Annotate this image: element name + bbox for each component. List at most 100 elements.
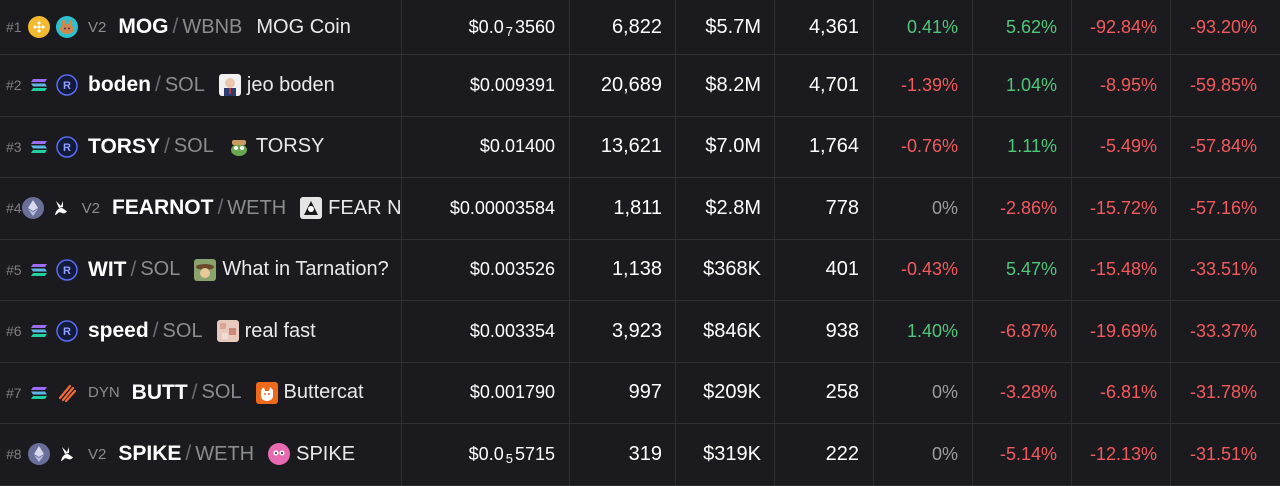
rank-label: #4 [6, 200, 22, 217]
price-prefix: $0.0 [468, 16, 504, 37]
txns-cell: 6,822 [570, 0, 676, 54]
change-1h-cell: -6.87% [973, 301, 1072, 362]
pair-slash: / [185, 442, 192, 466]
dex-version-badge: V2 [81, 199, 100, 217]
table-row[interactable]: #6 R speed / SOL real fast $0.003354 3,9… [0, 301, 1280, 363]
volume-cell: $5.7M [676, 0, 775, 54]
raydium-icon: R [56, 136, 78, 158]
change-6h-cell: -12.13% [1072, 424, 1171, 485]
raydium-icon: R [56, 74, 78, 96]
txns-cell: 997 [570, 362, 676, 423]
change-24h-cell: -57.16% [1189, 197, 1257, 218]
speed-avatar [216, 320, 239, 343]
token-cell[interactable]: #3 R TORSY / SOL TORSY [0, 116, 402, 177]
quote-token-symbol: SOL [201, 381, 242, 404]
txns-cell: 3,923 [570, 301, 676, 362]
makers-cell: 938 [775, 301, 874, 362]
svg-text:R: R [63, 265, 71, 277]
quote-token-symbol: SOL [140, 258, 181, 281]
token-cell[interactable]: #7 DYN BUTT / SOL Buttercat [0, 362, 402, 423]
ethereum-icon [21, 197, 44, 220]
base-token-symbol: FEARNOT [111, 196, 214, 220]
change-5m-cell: 0% [874, 362, 973, 423]
txns-cell: 20,689 [570, 55, 676, 116]
uniswap-icon [56, 443, 78, 465]
bnb-chain-icon [28, 16, 50, 38]
rank-label: #1 [6, 19, 22, 35]
rank-label: #7 [6, 384, 22, 401]
quote-token-symbol: WETH [195, 442, 255, 465]
base-token-symbol: MOG [118, 15, 169, 38]
base-token-symbol: SPIKE [118, 442, 182, 466]
makers-cell: 4,701 [775, 55, 874, 116]
volume-cell: $2.8M [676, 178, 775, 239]
quote-token-symbol: SOL [173, 135, 214, 158]
change-5m-cell: -1.39% [874, 55, 973, 116]
change-1h-cell: -2.86% [973, 178, 1072, 239]
spike-avatar [268, 443, 291, 466]
solana-icon [28, 259, 50, 281]
dex-version-badge: DYN [88, 384, 120, 402]
table-row[interactable]: #3 R TORSY / SOL TORSY $0.01400 13,621 $… [0, 116, 1280, 178]
price-value: $0.00003584 [449, 197, 555, 218]
token-cell[interactable]: #1 V2 MOG / WBNB MOG Coin [0, 0, 402, 54]
price-value: $0.001790 [469, 382, 555, 403]
makers-cell: 401 [775, 239, 874, 300]
change-24h-cell: -57.84% [1189, 136, 1257, 157]
change-6h-cell: -15.48% [1072, 239, 1171, 300]
base-token-symbol: boden [88, 73, 151, 97]
price-value: $0.003526 [469, 259, 555, 280]
change-6h-cell: -15.72% [1072, 178, 1171, 239]
change-24h-cell: -33.51% [1189, 259, 1257, 280]
change-5m-cell: 0% [874, 424, 973, 485]
price-cell: $0.003354 [402, 301, 570, 362]
change-1h-cell: -5.14% [973, 424, 1072, 485]
change-24h-cell: -93.20% [1189, 16, 1257, 37]
base-token-symbol: BUTT [131, 380, 188, 404]
solana-icon [28, 382, 50, 404]
makers-cell: 4,361 [775, 0, 874, 54]
ethereum-icon [28, 443, 50, 466]
change-5m-cell: 0% [874, 178, 973, 239]
makers-cell: 222 [775, 424, 874, 485]
torsy-avatar [227, 135, 250, 158]
price-prefix: $0.0 [468, 443, 504, 464]
pair-slash: / [163, 134, 170, 158]
raydium-icon: R [56, 259, 78, 281]
price-cell: $0.003526 [402, 239, 570, 300]
table-row[interactable]: #7 DYN BUTT / SOL Buttercat $0.001790 99… [0, 362, 1280, 424]
price-cell: $0.001790 [402, 362, 570, 423]
change-24h-cell: -33.37% [1189, 320, 1257, 341]
svg-text:R: R [63, 326, 71, 338]
meteora-icon [56, 382, 78, 404]
dex-version-badge: V2 [88, 445, 107, 463]
token-cell[interactable]: #6 R speed / SOL real fast [0, 301, 402, 362]
volume-cell: $8.2M [676, 55, 775, 116]
token-cell[interactable]: #2 R boden / SOL jeo boden [0, 55, 402, 116]
volume-cell: $368K [676, 239, 775, 300]
change-1h-cell: 1.04% [973, 55, 1072, 116]
token-cell[interactable]: #5 R WIT / SOL What in Tarnation? [0, 239, 402, 300]
txns-cell: 1,811 [570, 178, 676, 239]
fearnot-avatar [300, 197, 323, 220]
table-row[interactable]: #5 R WIT / SOL What in Tarnation? $0.003… [0, 239, 1280, 301]
svg-text:R: R [63, 142, 71, 154]
solana-icon [28, 74, 50, 96]
rank-label: #6 [6, 323, 22, 340]
wit-avatar [194, 258, 217, 281]
buttercat-avatar [255, 381, 278, 404]
change-1h-cell: -3.28% [973, 362, 1072, 423]
change-5m-cell: -0.76% [874, 116, 973, 177]
table-row[interactable]: #4 V2 FEARNOT / WETH FEAR N $0.00003584 … [0, 178, 1280, 240]
token-cell[interactable]: #4 V2 FEARNOT / WETH FEAR N [0, 178, 402, 239]
table-row[interactable]: #1 V2 MOG / WBNB MOG Coin $0.0 7 3560 6,82… [0, 0, 1280, 55]
table-row[interactable]: #2 R boden / SOL jeo boden $0.009391 20,… [0, 55, 1280, 117]
price-cell: $0.01400 [402, 116, 570, 177]
price-value: $0.01400 [479, 136, 555, 157]
token-cell[interactable]: #8 V2 SPIKE / WETH SPIKE [0, 424, 402, 485]
table-row[interactable]: #8 V2 SPIKE / WETH SPIKE $0.0 5 5715 319 $… [0, 424, 1280, 486]
txns-cell: 319 [570, 424, 676, 485]
change-6h-cell: -6.81% [1072, 362, 1171, 423]
token-name: FEAR N [328, 196, 402, 219]
